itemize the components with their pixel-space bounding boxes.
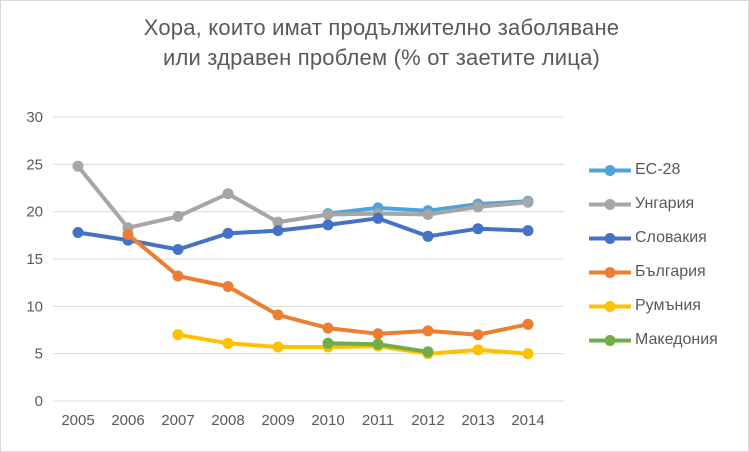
data-point-bulgaria-2006 — [122, 228, 134, 240]
data-point-romania-2009 — [272, 341, 284, 353]
legend-item-eu28: ЕС-28 — [589, 161, 718, 179]
legend-item-romania: Румъния — [589, 297, 718, 315]
x-axis-tick-label: 2005 — [61, 412, 94, 429]
data-point-bulgaria-2007 — [172, 270, 184, 282]
y-axis-tick-label: 15 — [26, 251, 43, 268]
data-point-hungary-2009 — [272, 216, 284, 228]
y-axis-tick-label: 10 — [26, 298, 43, 315]
y-axis-tick-label: 25 — [26, 156, 43, 173]
chart-title-line1: Хора, които имат продължително заболяван… — [143, 15, 620, 40]
x-axis-tick-label: 2006 — [111, 412, 144, 429]
data-point-slovakia-2007 — [172, 244, 184, 255]
data-point-macedonia-2010 — [322, 337, 334, 349]
x-axis-tick-label: 2010 — [311, 412, 344, 429]
series-line-bulgaria — [126, 232, 530, 337]
x-axis-tick-label: 2007 — [161, 412, 194, 429]
data-point-bulgaria-2014 — [522, 318, 534, 330]
chart-title-line2: или здравен проблем (% от заетите лица) — [162, 45, 601, 70]
data-point-hungary-2007 — [172, 210, 184, 222]
legend-label: Словакия — [635, 229, 707, 246]
series-line-slovakia — [76, 216, 530, 252]
x-axis-tick-label: 2008 — [211, 412, 244, 429]
data-point-romania-2008 — [222, 337, 234, 349]
legend-label: Румъния — [635, 297, 701, 314]
data-point-romania-2007 — [172, 329, 184, 341]
data-point-bulgaria-2009 — [272, 309, 284, 321]
series-line-hungary — [76, 164, 530, 230]
data-point-hungary-2008 — [222, 188, 234, 200]
y-axis-tick-label: 0 — [35, 393, 43, 410]
x-axis-tick-label: 2009 — [261, 412, 294, 429]
legend-line-marker-icon — [589, 198, 631, 210]
data-point-hungary-2014 — [522, 196, 534, 208]
legend-line-marker-icon — [589, 334, 631, 346]
data-point-romania-2013 — [472, 344, 484, 356]
data-point-hungary-2013 — [472, 201, 484, 213]
data-point-hungary-2005 — [72, 160, 84, 172]
series-line-romania — [176, 332, 530, 356]
legend-item-macedonia: Македония — [589, 331, 718, 349]
x-axis-tick-label: 2012 — [411, 412, 444, 429]
chart-title: Хора, които имат продължително заболяван… — [1, 13, 748, 73]
data-point-slovakia-2012 — [422, 230, 434, 242]
legend-line-marker-icon — [589, 266, 631, 278]
data-point-slovakia-2009 — [272, 225, 284, 237]
legend-label: България — [635, 263, 706, 280]
data-point-slovakia-2013 — [472, 223, 484, 235]
legend-label: Македония — [635, 331, 718, 348]
data-point-bulgaria-2013 — [472, 329, 484, 341]
legend-line-marker-icon — [589, 300, 631, 312]
legend-item-slovakia: Словакия — [589, 229, 718, 247]
data-point-macedonia-2012 — [422, 346, 434, 358]
legend-line-marker-icon — [589, 164, 631, 176]
legend-item-hungary: Унгария — [589, 195, 718, 213]
y-axis-tick-label: 20 — [26, 204, 43, 221]
data-point-slovakia-2010 — [322, 219, 334, 231]
data-point-macedonia-2011 — [372, 338, 384, 350]
data-point-slovakia-2011 — [372, 212, 384, 224]
data-point-romania-2014 — [522, 348, 534, 360]
x-axis-tick-label: 2014 — [511, 412, 544, 429]
legend-label: ЕС-28 — [635, 161, 681, 178]
data-point-bulgaria-2008 — [222, 281, 234, 292]
data-point-hungary-2012 — [422, 209, 434, 220]
y-axis-tick-label: 5 — [35, 346, 43, 363]
legend-label: Унгария — [635, 195, 695, 212]
x-axis-tick-label: 2013 — [461, 412, 494, 429]
data-point-bulgaria-2010 — [322, 322, 334, 334]
data-point-slovakia-2005 — [72, 227, 84, 238]
data-point-hungary-2010 — [322, 209, 334, 220]
data-point-bulgaria-2012 — [422, 325, 434, 337]
data-point-slovakia-2014 — [522, 225, 534, 237]
x-axis-tick-label: 2011 — [362, 412, 394, 429]
y-axis-tick-label: 30 — [26, 109, 43, 126]
legend-item-bulgaria: България — [589, 263, 718, 281]
chart-legend: ЕС-28 Унгария Словакия България Румъния … — [589, 161, 718, 349]
data-point-slovakia-2008 — [222, 227, 234, 239]
data-point-bulgaria-2011 — [372, 328, 384, 340]
legend-line-marker-icon — [589, 232, 631, 244]
